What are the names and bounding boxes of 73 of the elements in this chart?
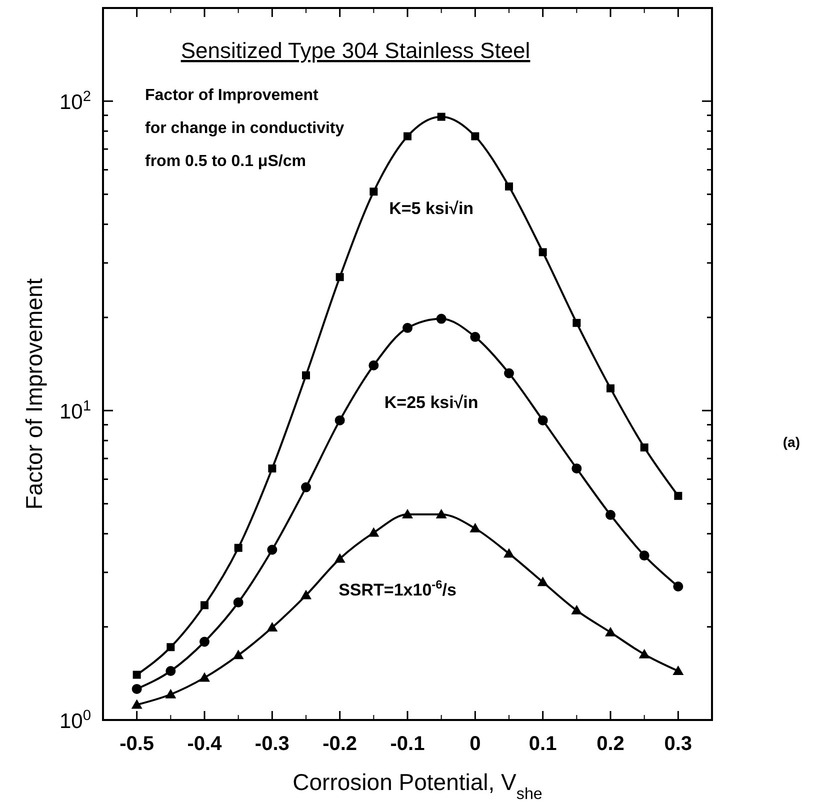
annotation: from 0.5 to 0.1 μS/cm [145,153,306,170]
point [402,508,413,518]
x-tick-label: -0.3 [254,733,290,755]
y-tick-label: 10$^{2}$ [59,89,91,114]
point [572,463,582,474]
point [674,492,682,500]
point [166,666,176,676]
series-label: K=25 ksi√in [384,392,478,412]
series-label: SSRT=1x10$^{-6}$/s [338,577,456,600]
x-tick-label: -0.4 [187,733,223,755]
point [504,368,514,378]
point [334,415,345,426]
x-tick-label: 0.3 [664,733,692,755]
point [234,544,242,552]
point [470,522,481,532]
point [200,636,210,647]
point [404,132,412,140]
point [336,273,344,282]
point [370,188,378,196]
point [470,332,480,342]
point [300,590,312,600]
point [672,666,684,675]
point [232,650,244,660]
point [572,318,581,327]
point [302,371,310,380]
point [334,553,346,563]
point [301,482,311,492]
y-tick-label: 10$^{1}$ [59,398,91,424]
point [436,508,447,518]
point [368,360,379,370]
point [538,415,548,426]
point [606,510,616,520]
point [605,626,616,636]
annotation: for change in conductivity [145,120,344,137]
x-tick-label: 0 [470,733,481,755]
y-tick-label: 10$^{0}$ [59,708,91,733]
point [606,384,614,392]
point [200,601,208,610]
point [505,182,513,190]
point [402,322,412,333]
x-axis-title: Corrosion Potential, V$_{she}$ [292,769,542,803]
point [368,527,380,537]
x-tick-label: 0.2 [596,733,624,755]
point [638,648,650,658]
point [166,643,175,652]
point [436,314,446,324]
point [673,582,684,592]
point [640,443,648,452]
point [131,699,142,709]
point [471,132,480,140]
text: (a) [782,434,800,450]
point [132,670,141,679]
y-axis-title: Factor of Improvement [21,278,47,510]
annotation: Factor of Improvement [145,87,320,104]
point [571,604,582,614]
text: Sensitized Type 304 Stainless Steel [180,38,530,63]
series-label: K=5 ksi√in [389,198,474,218]
point [267,544,278,555]
x-tick-label: 0.1 [528,733,557,755]
point [268,464,276,472]
point [437,112,446,121]
point [639,550,650,561]
point [199,672,210,682]
x-tick-label: -0.5 [120,733,154,755]
point [233,597,244,608]
x-tick-label: -0.2 [322,733,358,755]
point [165,688,176,698]
point [132,684,142,694]
x-tick-label: -0.1 [390,733,425,755]
point [538,248,547,256]
point [504,548,514,558]
point [537,576,548,586]
point [266,622,278,632]
